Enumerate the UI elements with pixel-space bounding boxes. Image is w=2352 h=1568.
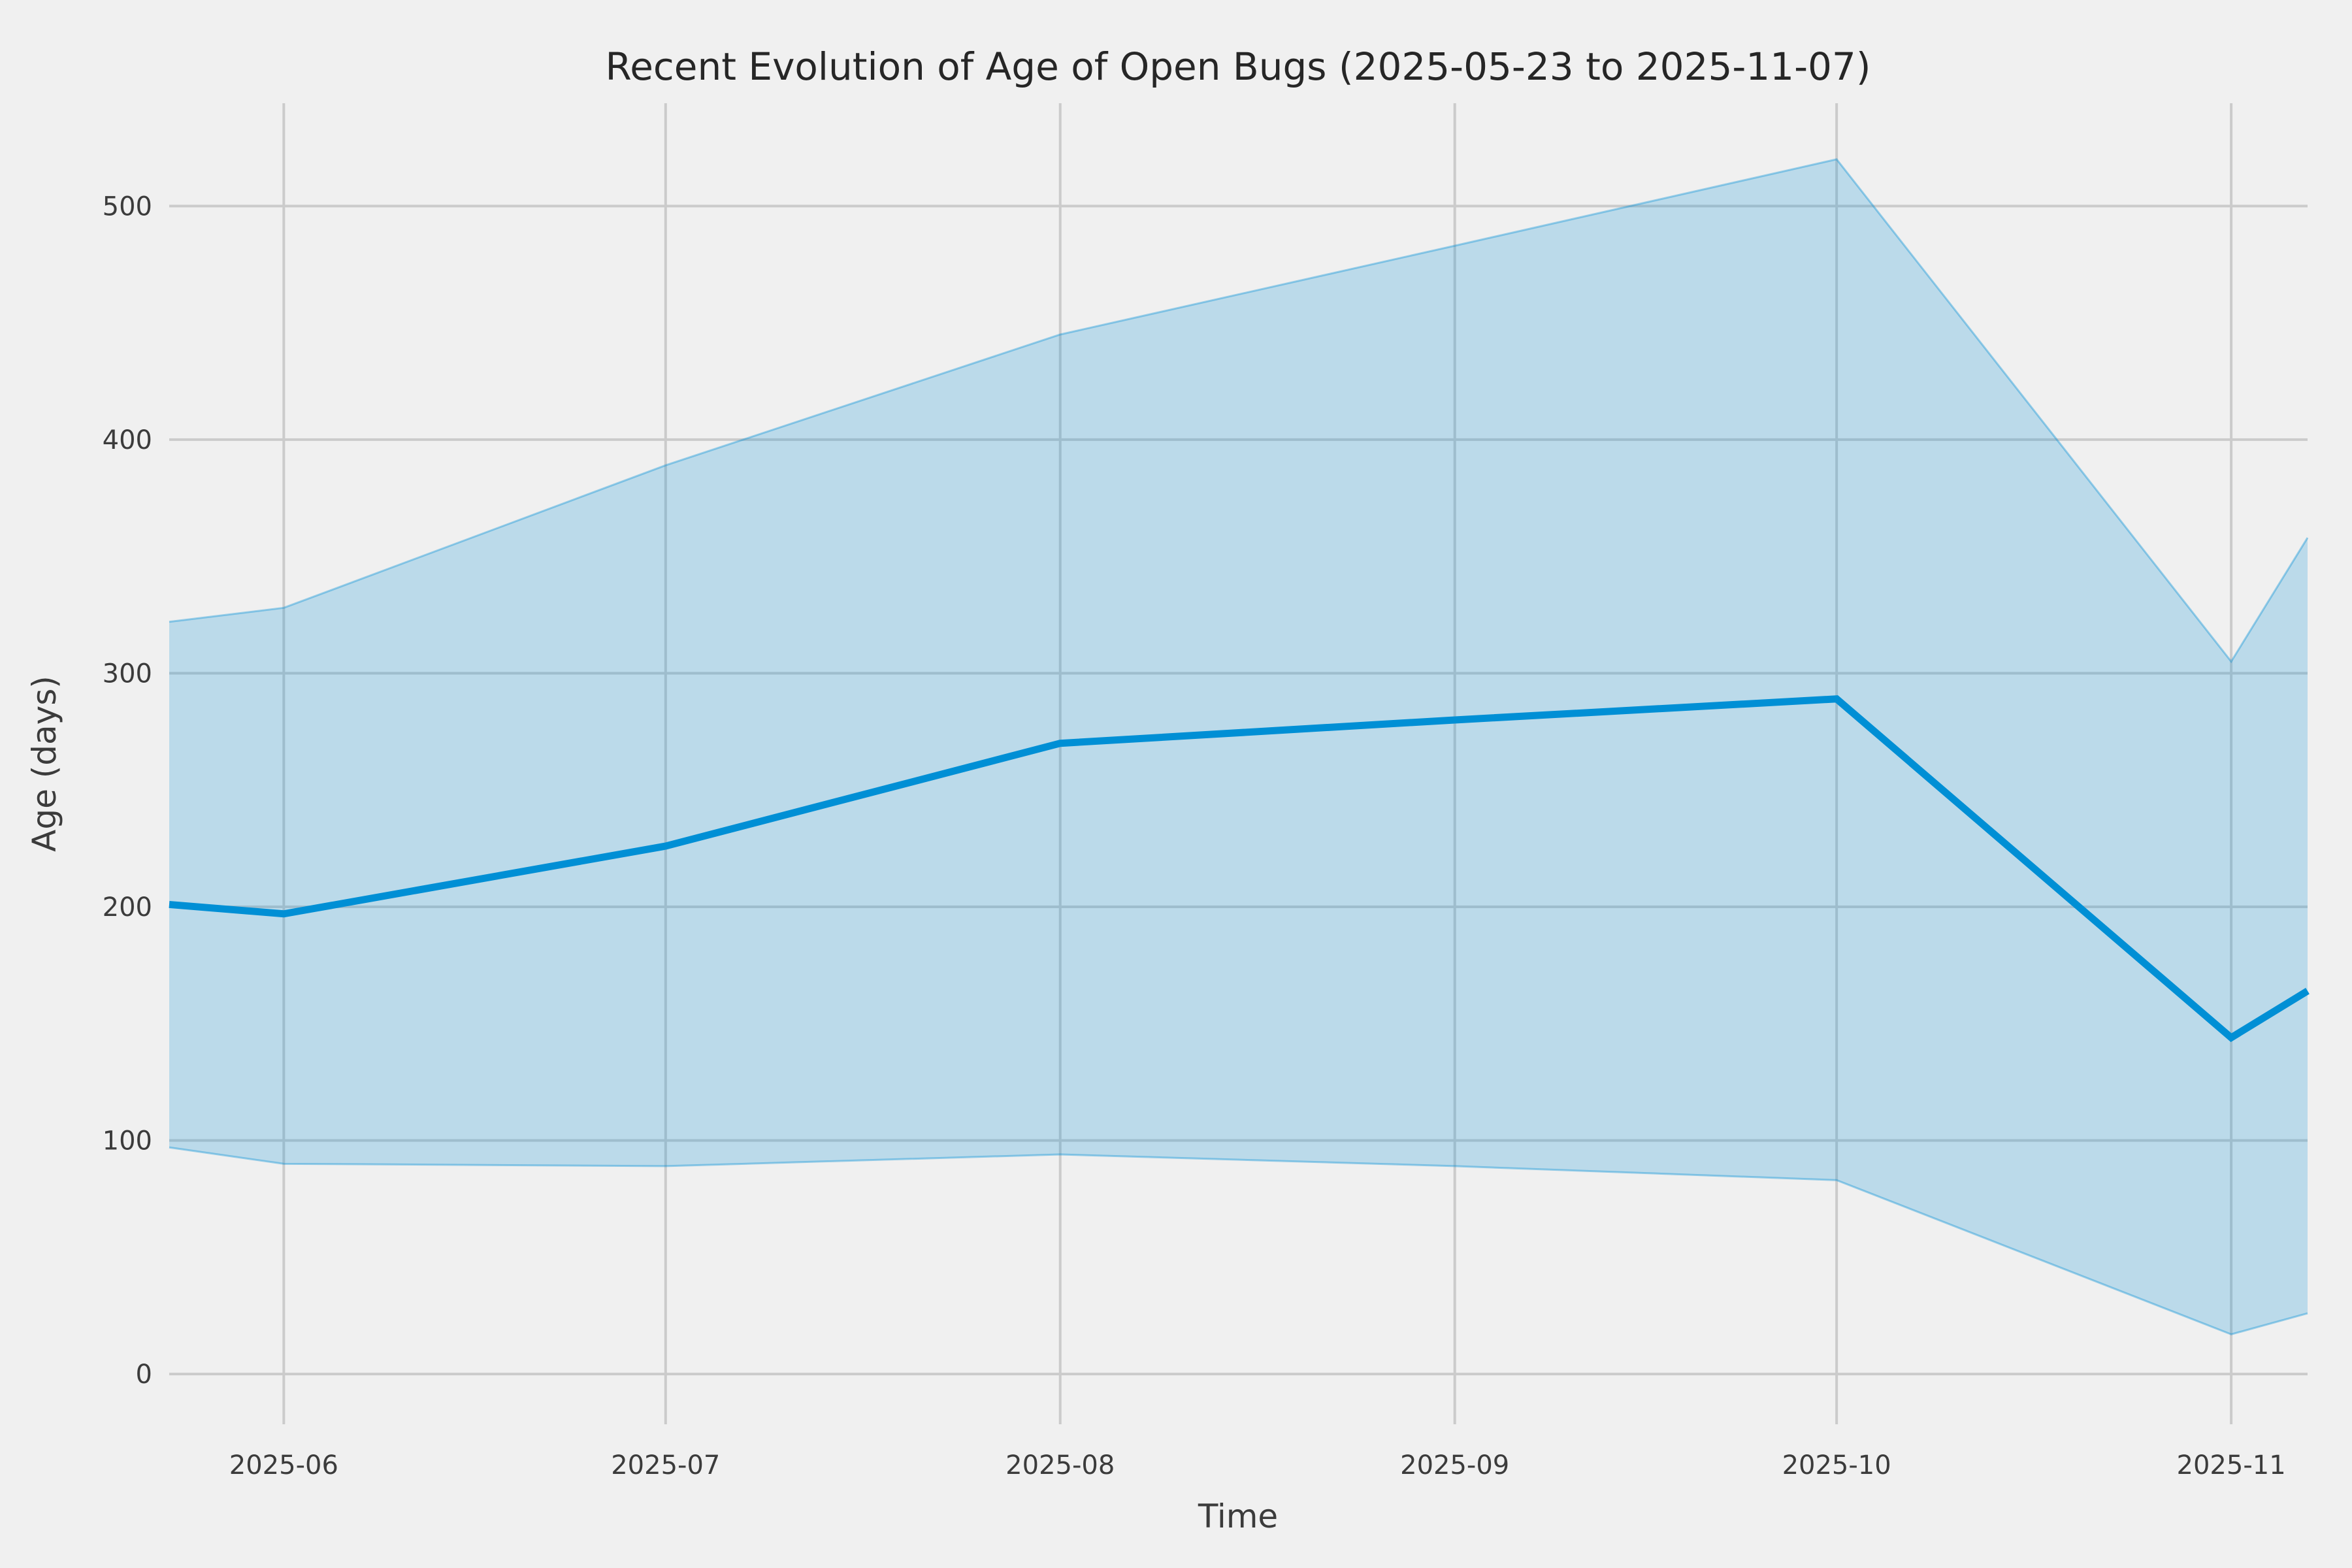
confidence-band-upper-edge: [169, 158, 2309, 664]
confidence-band-layer: [169, 158, 2309, 1335]
x-tick-label: 2025-11: [2177, 1450, 2286, 1480]
confidence-band: [169, 159, 2308, 1335]
x-tick-label: 2025-07: [611, 1450, 720, 1480]
y-tick-label: 300: [103, 659, 152, 689]
chart-title: Recent Evolution of Age of Open Bugs (20…: [606, 44, 1871, 89]
y-tick-label: 400: [103, 425, 152, 455]
x-tick-label: 2025-10: [1782, 1450, 1891, 1480]
y-tick-label: 0: [136, 1360, 152, 1390]
x-tick-label: 2025-06: [229, 1450, 338, 1480]
y-tick-label: 200: [103, 892, 152, 923]
x-tick-label: 2025-08: [1005, 1450, 1115, 1480]
x-tick-label: 2025-09: [1400, 1450, 1509, 1480]
grid-layer: [169, 103, 2308, 1424]
tick-label-layer: 0 100 200 300 400 500 2025-06 2025-07 2025-08 202…: [103, 191, 2286, 1480]
mean-age-line: [169, 695, 2310, 1043]
y-tick-label: 500: [103, 191, 152, 221]
x-axis-label: Time: [1198, 1497, 1278, 1535]
y-tick-label: 100: [103, 1126, 152, 1156]
y-axis-label: Age (days): [25, 676, 63, 852]
confidence-band-lower-edge: [169, 1146, 2308, 1335]
series-line-layer: [169, 695, 2310, 1043]
